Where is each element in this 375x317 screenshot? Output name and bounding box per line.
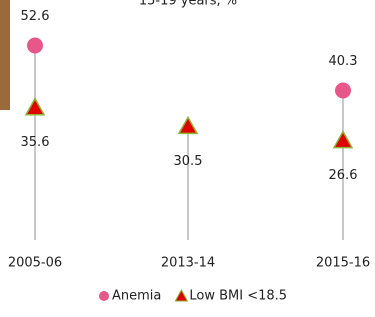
chart: 15-19 years, % 2005-06 2013-14 2015-16 52.6… <box>0 0 375 317</box>
legend-marker <box>175 290 187 301</box>
x-tick-label: 2005-06 <box>8 256 62 271</box>
chart-title: 15-19 years, % <box>139 0 237 9</box>
data-label: 52.6 <box>21 9 50 24</box>
anemia-dot <box>335 83 351 99</box>
legend-label: Anemia <box>112 289 161 304</box>
legend-label: Low BMI <18.5 <box>189 289 287 304</box>
data-label: 40.3 <box>329 54 358 69</box>
bmi-marker <box>26 99 44 115</box>
image-edge <box>0 0 10 110</box>
data-label: 30.5 <box>174 154 203 169</box>
x-tick-label: 2013-14 <box>161 256 215 271</box>
x-tick-label: 2015-16 <box>316 256 370 271</box>
legend-marker <box>99 291 109 301</box>
bmi-marker <box>179 117 197 133</box>
data-label: 26.6 <box>329 168 358 183</box>
anemia-dot <box>27 37 43 53</box>
data-label: 35.6 <box>21 135 50 150</box>
bmi-marker <box>334 132 352 148</box>
